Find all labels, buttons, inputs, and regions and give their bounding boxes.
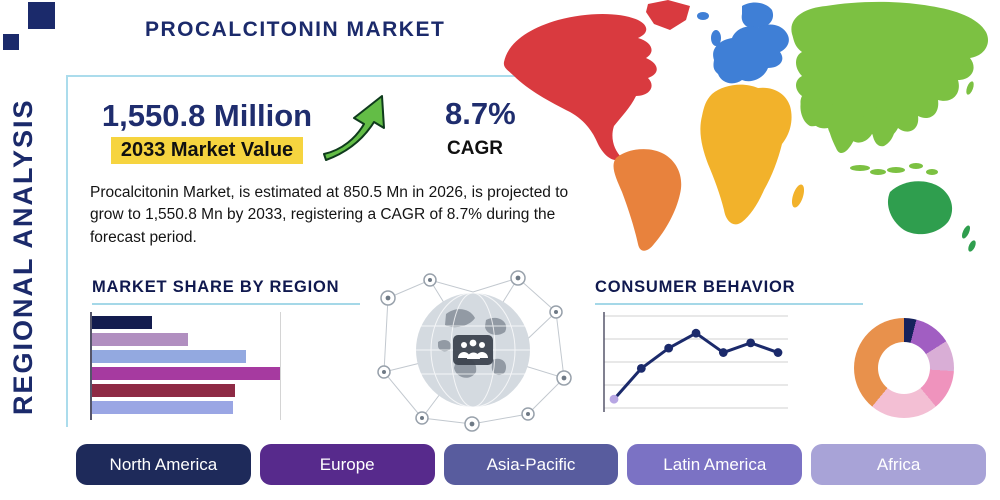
- globe-center-badge: [453, 335, 493, 365]
- map-japan: [959, 61, 974, 95]
- map-scandinavia: [741, 2, 774, 29]
- bar-chart-axis: [90, 312, 92, 420]
- growth-arrow-shape: [323, 95, 385, 161]
- map-indonesia: [850, 163, 938, 175]
- line-point-7: [773, 348, 783, 357]
- network-node-dots: [382, 275, 567, 427]
- page-title: PROCALCITONIN MARKET: [145, 18, 446, 41]
- map-madagascar: [791, 184, 805, 208]
- consumer-behavior-heading-rule: [595, 303, 863, 305]
- map-greenland: [646, 0, 690, 30]
- market-value: 1,550.8 Million: [101, 98, 313, 133]
- map-iceland: [697, 12, 709, 20]
- bar-segment-5: [92, 384, 235, 397]
- bar-segment-3: [92, 350, 246, 363]
- bar-segment-6: [92, 401, 233, 414]
- region-buttons: North America Europe Asia-Pacific Latin Ame…: [76, 444, 986, 485]
- bar-chart-gridline: [280, 312, 281, 420]
- line-point-6: [746, 338, 756, 348]
- map-africa: [700, 84, 792, 225]
- line-point-5: [718, 348, 728, 357]
- market-value-caption-highlight: 2033 Market Value: [110, 137, 304, 164]
- bar-segment-4: [92, 367, 280, 380]
- market-description: Procalcitonin Market, is estimated at 85…: [90, 184, 569, 246]
- line-chart-gridlines: [604, 315, 788, 409]
- map-north-america: [503, 14, 657, 161]
- donut-chart: [854, 318, 954, 418]
- map-europe: [713, 24, 789, 84]
- line-chart-svg: [603, 312, 788, 412]
- map-new-zealand: [961, 225, 976, 252]
- region-button-europe[interactable]: Europe: [259, 444, 435, 485]
- growth-arrow-icon: [323, 95, 385, 161]
- bar-segment-1: [92, 316, 152, 329]
- line-point-4: [691, 328, 701, 338]
- cagr-caption: CAGR: [447, 138, 503, 159]
- region-button-africa[interactable]: Africa: [811, 444, 986, 485]
- bar-chart-bars: [92, 316, 280, 418]
- consumer-behavior-section: CONSUMER BEHAVIOR: [595, 278, 863, 305]
- globe-graticule: [416, 292, 530, 408]
- globe-network-illustration: [377, 270, 572, 432]
- region-button-asia-pacific[interactable]: Asia-Pacific: [443, 444, 619, 485]
- market-share-heading: MARKET SHARE BY REGION: [92, 278, 340, 296]
- globe-continents: [438, 309, 507, 378]
- map-uk: [711, 30, 721, 46]
- donut-hole: [878, 342, 930, 394]
- cagr-block: 8.7% CAGR: [445, 96, 516, 160]
- market-value-caption: 2033 Market Value: [96, 137, 318, 164]
- people-icon: [458, 339, 488, 359]
- market-share-heading-rule: [92, 303, 360, 305]
- bar-chart: [90, 312, 330, 422]
- market-share-section: MARKET SHARE BY REGION: [92, 278, 360, 305]
- map-se-asia: [870, 107, 896, 147]
- map-arabia: [800, 96, 828, 127]
- map-south-america: [613, 149, 682, 251]
- bar-segment-2: [92, 333, 188, 346]
- region-button-north-america[interactable]: North America: [76, 444, 251, 485]
- consumer-behavior-heading: CONSUMER BEHAVIOR: [595, 278, 796, 296]
- market-value-block: 1,550.8 Million 2033 Market Value: [96, 98, 318, 164]
- region-button-latin-america[interactable]: Latin America: [627, 444, 803, 485]
- line-point-2: [636, 364, 646, 373]
- map-australia: [887, 181, 953, 235]
- world-map: [503, 0, 989, 252]
- line-point-1: [609, 394, 619, 404]
- line-point-3: [664, 343, 674, 353]
- cagr-value: 8.7%: [445, 96, 516, 131]
- decor-square-large: [28, 2, 55, 29]
- side-label: REGIONAL ANALYSIS: [8, 98, 38, 416]
- decor-square-small: [3, 34, 19, 50]
- map-india: [827, 101, 864, 154]
